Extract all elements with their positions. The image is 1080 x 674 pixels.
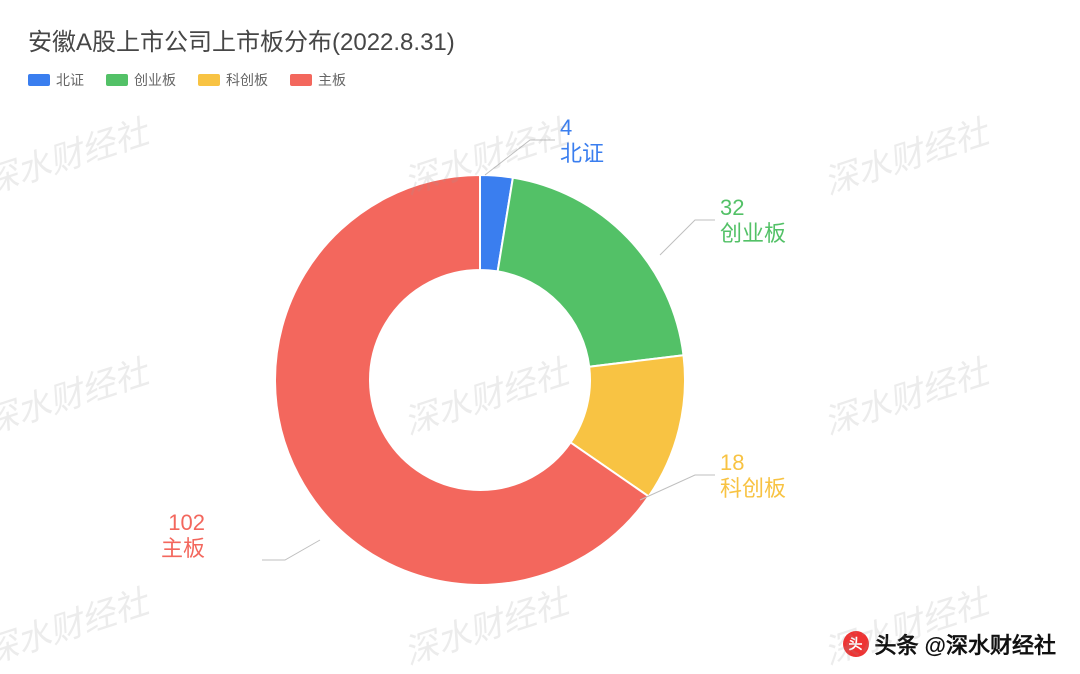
- legend-item[interactable]: 北证: [28, 70, 84, 90]
- leader-line: [262, 540, 320, 560]
- legend-label: 科创板: [226, 70, 268, 90]
- legend-swatch: [198, 74, 220, 86]
- slice-value: 4: [560, 115, 572, 140]
- donut-slice[interactable]: [498, 178, 684, 367]
- donut-chart: 4北证 32创业板 18科创板 102主板: [0, 100, 1080, 640]
- legend-swatch: [290, 74, 312, 86]
- legend-swatch: [28, 74, 50, 86]
- slice-value: 32: [720, 195, 744, 220]
- toutiao-icon: 头: [843, 631, 869, 657]
- chart-legend: 北证 创业板 科创板 主板: [28, 70, 346, 90]
- slice-name: 科创板: [720, 476, 786, 501]
- legend-label: 主板: [318, 70, 346, 90]
- leader-line: [485, 140, 555, 175]
- chart-title: 安徽A股上市公司上市板分布(2022.8.31): [28, 22, 455, 57]
- legend-item[interactable]: 主板: [290, 70, 346, 90]
- slice-name: 创业板: [720, 221, 786, 246]
- attribution-prefix: 头条: [875, 628, 919, 660]
- legend-item[interactable]: 创业板: [106, 70, 176, 90]
- slice-name: 北证: [560, 141, 604, 166]
- legend-label: 创业板: [134, 70, 176, 90]
- legend-swatch: [106, 74, 128, 86]
- slice-value: 102: [168, 510, 205, 535]
- slice-name: 主板: [161, 536, 205, 561]
- leader-line: [660, 220, 715, 255]
- legend-item[interactable]: 科创板: [198, 70, 268, 90]
- attribution-handle: @深水财经社: [925, 628, 1056, 660]
- legend-label: 北证: [56, 70, 84, 90]
- attribution: 头 头条 @深水财经社: [843, 628, 1056, 660]
- slice-value: 18: [720, 450, 744, 475]
